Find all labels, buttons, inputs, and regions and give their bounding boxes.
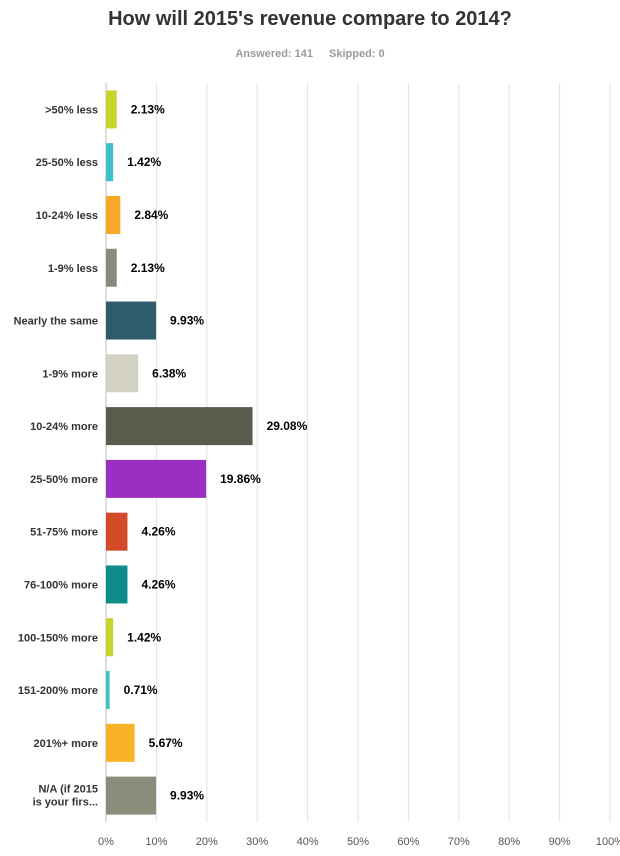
category-label: 25-50% less — [36, 157, 98, 169]
value-label: 5.67% — [149, 736, 183, 750]
bar — [106, 618, 114, 657]
bar — [106, 671, 110, 710]
bar — [106, 90, 117, 129]
category-label: 25-50% more — [30, 474, 98, 486]
category-label: 10-24% more — [30, 421, 98, 433]
value-label: 9.93% — [170, 789, 204, 803]
category-label: 76-100% more — [24, 579, 98, 591]
value-label: 9.93% — [170, 314, 204, 328]
bar — [106, 565, 128, 604]
value-label: 1.42% — [127, 630, 161, 644]
x-tick-label: 0% — [98, 836, 114, 848]
x-tick-label: 10% — [145, 836, 167, 848]
x-tick-label: 30% — [246, 836, 268, 848]
value-label: 0.71% — [124, 683, 158, 697]
x-tick-label: 60% — [397, 836, 419, 848]
x-tick-label: 70% — [448, 836, 470, 848]
category-label: Nearly the same — [14, 316, 98, 328]
skipped-count: Skipped: 0 — [329, 48, 385, 60]
bar — [106, 301, 157, 340]
x-tick-label: 20% — [196, 836, 218, 848]
x-tick-label: 80% — [498, 836, 520, 848]
category-label: >50% less — [45, 104, 98, 116]
answered-count: Answered: 141 — [235, 48, 314, 60]
bar — [106, 248, 117, 287]
value-label: 2.13% — [131, 102, 165, 116]
value-label: 4.26% — [141, 525, 175, 539]
chart-title: How will 2015's revenue compare to 2014? — [108, 8, 512, 30]
value-label: 19.86% — [220, 472, 261, 486]
bar — [106, 776, 157, 815]
value-label: 4.26% — [141, 577, 175, 591]
value-label: 1.42% — [127, 155, 161, 169]
category-label: 151-200% more — [18, 685, 98, 697]
bar — [106, 723, 135, 762]
category-label: 51-75% more — [30, 527, 98, 539]
bar — [106, 354, 139, 393]
bar — [106, 195, 121, 234]
category-label: 1-9% less — [48, 263, 98, 275]
category-label: 1-9% more — [42, 368, 98, 380]
value-label: 29.08% — [267, 419, 308, 433]
category-label: N/A (if 2015 is your firs... — [33, 784, 98, 809]
x-tick-label: 90% — [549, 836, 571, 848]
category-label: 100-150% more — [18, 632, 98, 644]
bar — [106, 407, 253, 446]
x-tick-label: 100% — [596, 836, 620, 848]
bar — [106, 143, 114, 182]
category-label: 201%+ more — [33, 738, 98, 750]
category-label: 10-24% less — [36, 210, 98, 222]
value-label: 6.38% — [152, 366, 186, 380]
x-tick-label: 40% — [297, 836, 319, 848]
value-label: 2.84% — [134, 208, 168, 222]
bar — [106, 459, 207, 498]
value-label: 2.13% — [131, 261, 165, 275]
x-tick-label: 50% — [347, 836, 369, 848]
bar — [106, 512, 128, 551]
response-summary: Answered: 141 Skipped: 0 — [0, 48, 620, 60]
